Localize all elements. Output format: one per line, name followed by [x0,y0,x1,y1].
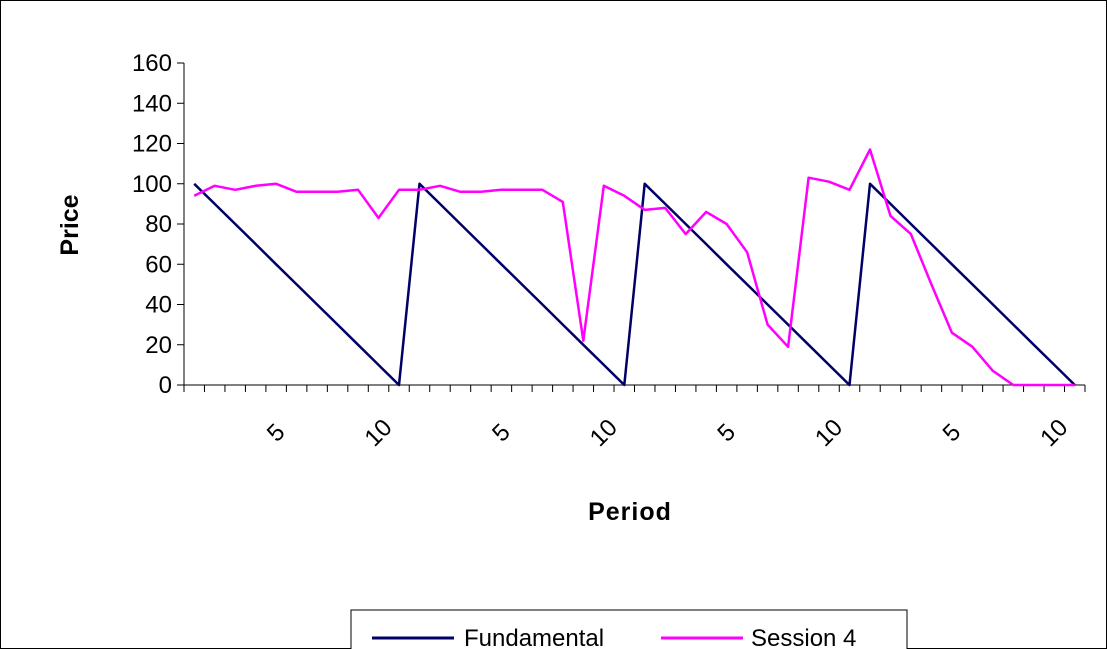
y-tick-label: 140 [132,90,172,117]
x-tick-label: 10 [360,414,398,452]
y-tick-label: 20 [145,332,172,359]
legend-label-fundamental: Fundamental [464,625,604,649]
x-tick-label: 5 [938,419,967,448]
series-line-0 [193,182,1076,387]
y-tick-label: 40 [145,292,172,319]
y-tick-label: 60 [145,251,172,278]
legend-box [350,609,908,649]
series-lines [193,148,1076,387]
legend: Fundamental Session 4 [350,609,908,649]
y-axis-title: Price [56,194,84,255]
x-tick-label: 10 [810,414,848,452]
x-tick-label: 10 [585,414,623,452]
x-axis-title: Period [588,498,672,526]
y-tick-label: 120 [132,131,172,158]
y-tick-label: 80 [145,211,172,238]
x-tick-label: 5 [712,419,741,448]
x-tick-label: 5 [487,419,516,448]
x-axis: 5 10 5 10 5 10 5 10 [183,384,1086,452]
legend-label-session-4: Session 4 [751,625,856,649]
y-axis: 0 20 40 60 80 100 120 140 160 [132,50,185,399]
y-tick-label: 100 [132,171,172,198]
x-tick-label: 10 [1035,414,1073,452]
y-tick-label: 160 [132,50,172,77]
x-tick-label: 5 [262,419,291,448]
series-line-1 [193,148,1075,387]
y-tick-label: 0 [159,372,172,399]
